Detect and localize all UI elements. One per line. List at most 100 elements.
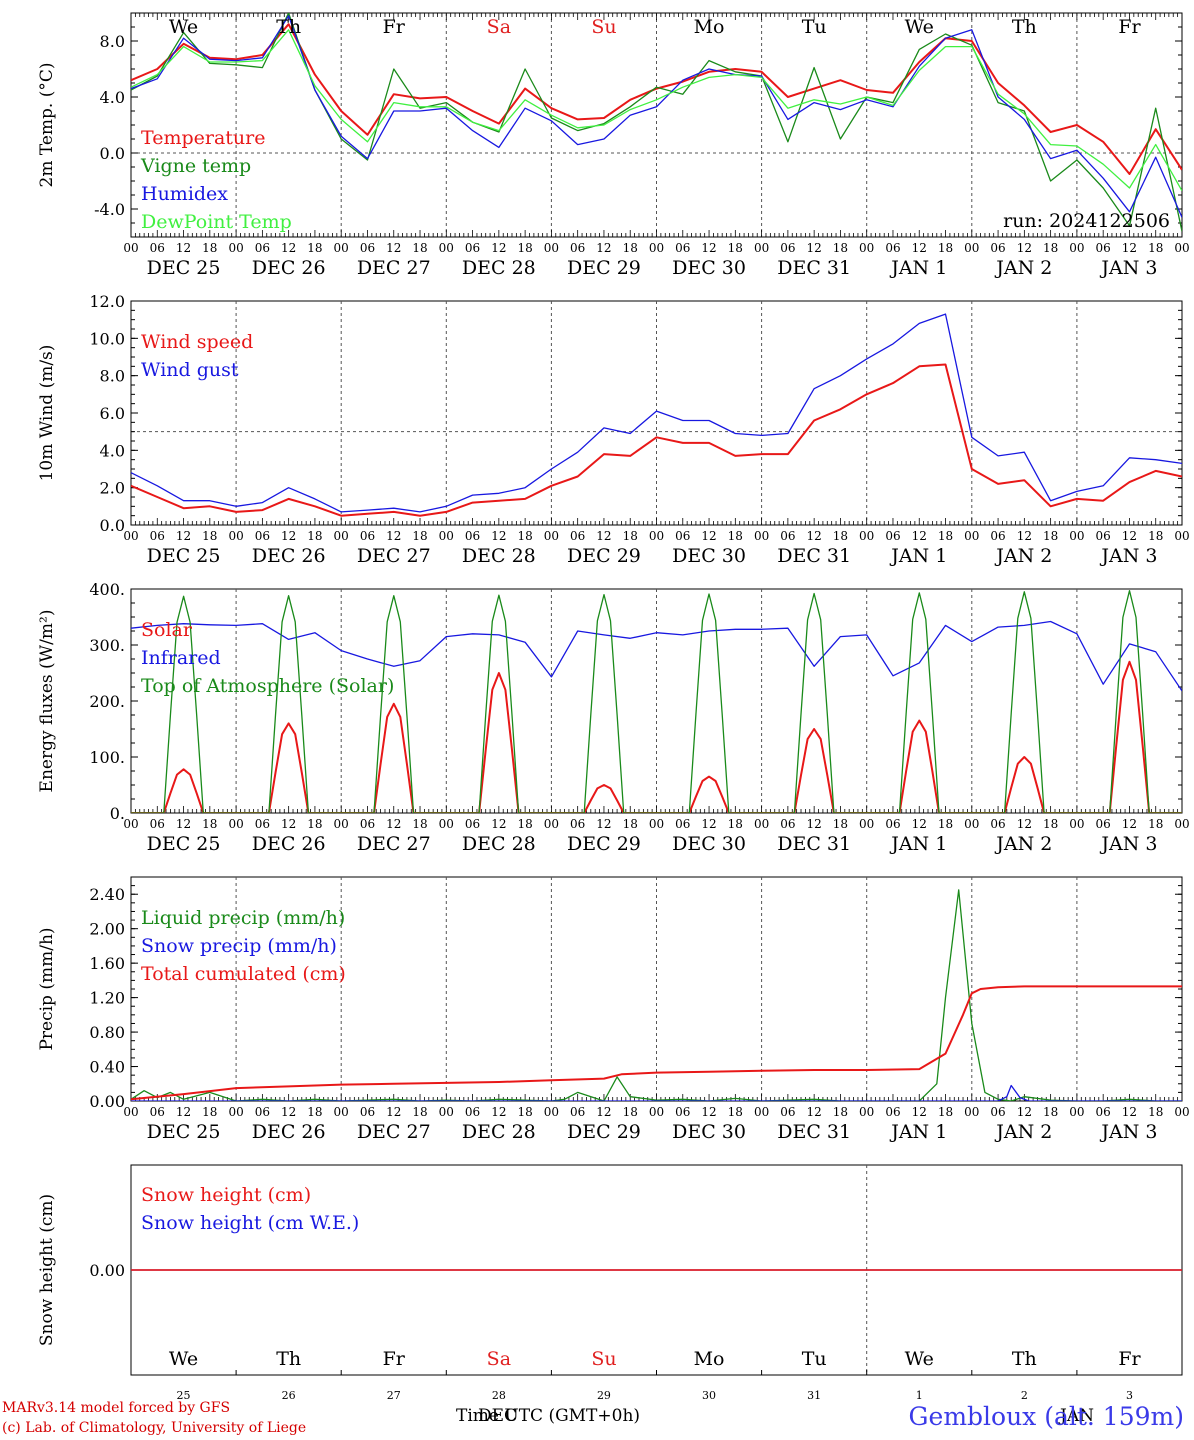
hour-tick-label: 12 xyxy=(1017,241,1032,255)
y-tick-label: 0.40 xyxy=(89,1058,125,1077)
hour-tick-label: 12 xyxy=(1122,529,1137,543)
weekday-label: Th xyxy=(1012,16,1037,38)
hour-tick-label: 06 xyxy=(1096,817,1111,831)
series-line-1-3 xyxy=(131,15,1182,218)
date-label: DEC 28 xyxy=(462,833,536,855)
weekday-label: Sa xyxy=(487,16,511,38)
weekday-label-bottom: Fr xyxy=(1118,1348,1141,1370)
hour-tick-label: 00 xyxy=(123,1105,138,1119)
hour-tick-label: 18 xyxy=(833,1105,848,1119)
hour-tick-label: 12 xyxy=(281,817,296,831)
hour-tick-label: 06 xyxy=(990,529,1005,543)
hour-tick-label: 12 xyxy=(807,241,822,255)
date-label: DEC 26 xyxy=(252,545,326,567)
hour-tick-label: 12 xyxy=(176,529,191,543)
hour-tick-label: 12 xyxy=(807,1105,822,1119)
date-label: DEC 25 xyxy=(147,1121,221,1143)
date-label: JAN 1 xyxy=(889,1121,947,1143)
hour-tick-label: 00 xyxy=(649,1105,664,1119)
legend-entry: Total cumulated (cm) xyxy=(141,963,346,985)
weekday-label-bottom: Sa xyxy=(487,1348,511,1370)
hour-tick-label: 06 xyxy=(255,1105,270,1119)
series-line-3-3 xyxy=(131,590,1182,813)
hour-tick-label: 06 xyxy=(990,1105,1005,1119)
hour-tick-label: 06 xyxy=(150,817,165,831)
hour-tick-label: 12 xyxy=(281,241,296,255)
hour-tick-label: 06 xyxy=(465,1105,480,1119)
x-axis-title: Time UTC (GMT+0h) xyxy=(456,1406,641,1426)
hour-tick-label: 00 xyxy=(439,529,454,543)
hour-tick-label: 18 xyxy=(1043,817,1058,831)
legend-entry: Vigne temp xyxy=(140,155,251,177)
hour-tick-label: 00 xyxy=(964,817,979,831)
hour-tick-label: 12 xyxy=(701,817,716,831)
hour-tick-label: 00 xyxy=(228,529,243,543)
day-number-label: 30 xyxy=(702,1389,716,1402)
date-label: DEC 26 xyxy=(252,1121,326,1143)
date-label: DEC 29 xyxy=(567,545,641,567)
hour-tick-label: 18 xyxy=(412,817,427,831)
hour-tick-label: 12 xyxy=(176,241,191,255)
hour-tick-label: 18 xyxy=(833,241,848,255)
hour-tick-label: 06 xyxy=(465,241,480,255)
weekday-label-bottom: We xyxy=(905,1348,934,1370)
weekday-label: Fr xyxy=(383,16,406,38)
hour-tick-label: 00 xyxy=(1174,1105,1189,1119)
series-line-4-2 xyxy=(131,1084,1182,1101)
day-number-label: 1 xyxy=(916,1389,923,1402)
date-label: DEC 27 xyxy=(357,545,431,567)
hour-tick-label: 18 xyxy=(412,529,427,543)
y-axis-label: Precip (mm/h) xyxy=(37,927,57,1050)
y-tick-label: 1.60 xyxy=(89,954,125,973)
hour-tick-label: 12 xyxy=(176,817,191,831)
hour-tick-label: 00 xyxy=(649,241,664,255)
legend-entry: Snow height (cm W.E.) xyxy=(141,1212,359,1234)
date-label: DEC 30 xyxy=(672,833,746,855)
panel-frame-1 xyxy=(130,12,1183,238)
date-label: JAN 2 xyxy=(994,833,1052,855)
hour-tick-label: 12 xyxy=(491,241,506,255)
date-label: JAN 2 xyxy=(994,257,1052,279)
hour-tick-label: 00 xyxy=(334,241,349,255)
hour-tick-label: 18 xyxy=(623,241,638,255)
hour-tick-label: 18 xyxy=(307,1105,322,1119)
hour-tick-label: 18 xyxy=(623,529,638,543)
weekday-label: Tu xyxy=(802,16,827,38)
date-label: JAN 2 xyxy=(994,1121,1052,1143)
hour-tick-label: 00 xyxy=(859,1105,874,1119)
hour-tick-label: 00 xyxy=(334,529,349,543)
hour-tick-label: 00 xyxy=(649,817,664,831)
hour-tick-label: 00 xyxy=(1174,817,1189,831)
hour-tick-label: 18 xyxy=(517,529,532,543)
y-tick-label: 0.80 xyxy=(89,1023,125,1042)
weekday-label: Mo xyxy=(694,16,725,38)
date-label: DEC 25 xyxy=(147,545,221,567)
hour-tick-label: 18 xyxy=(938,1105,953,1119)
day-number-label: 3 xyxy=(1126,1389,1133,1402)
hour-tick-label: 18 xyxy=(517,1105,532,1119)
hour-tick-label: 12 xyxy=(1017,817,1032,831)
hour-tick-label: 18 xyxy=(202,529,217,543)
date-label: DEC 31 xyxy=(777,1121,851,1143)
hour-tick-label: 18 xyxy=(307,241,322,255)
hour-tick-label: 06 xyxy=(990,241,1005,255)
weekday-label-bottom: We xyxy=(169,1348,198,1370)
hour-tick-label: 06 xyxy=(1096,241,1111,255)
date-label: DEC 30 xyxy=(672,545,746,567)
hour-tick-label: 12 xyxy=(491,817,506,831)
hour-tick-label: 06 xyxy=(255,529,270,543)
panel-frame-2 xyxy=(130,300,1183,526)
hour-tick-label: 06 xyxy=(675,529,690,543)
hour-tick-label: 18 xyxy=(623,817,638,831)
hour-tick-label: 00 xyxy=(754,241,769,255)
hour-tick-label: 12 xyxy=(912,241,927,255)
hour-tick-label: 06 xyxy=(570,241,585,255)
date-label: DEC 28 xyxy=(462,1121,536,1143)
day-number-label: 25 xyxy=(177,1389,191,1402)
lab-credit: (c) Lab. of Climatology, University of L… xyxy=(2,1420,307,1436)
hour-tick-label: 06 xyxy=(780,817,795,831)
weekday-label-bottom: Tu xyxy=(802,1348,827,1370)
hour-tick-label: 06 xyxy=(1096,529,1111,543)
y-tick-label: 4.0 xyxy=(100,441,125,460)
y-tick-label: 0. xyxy=(110,804,125,823)
